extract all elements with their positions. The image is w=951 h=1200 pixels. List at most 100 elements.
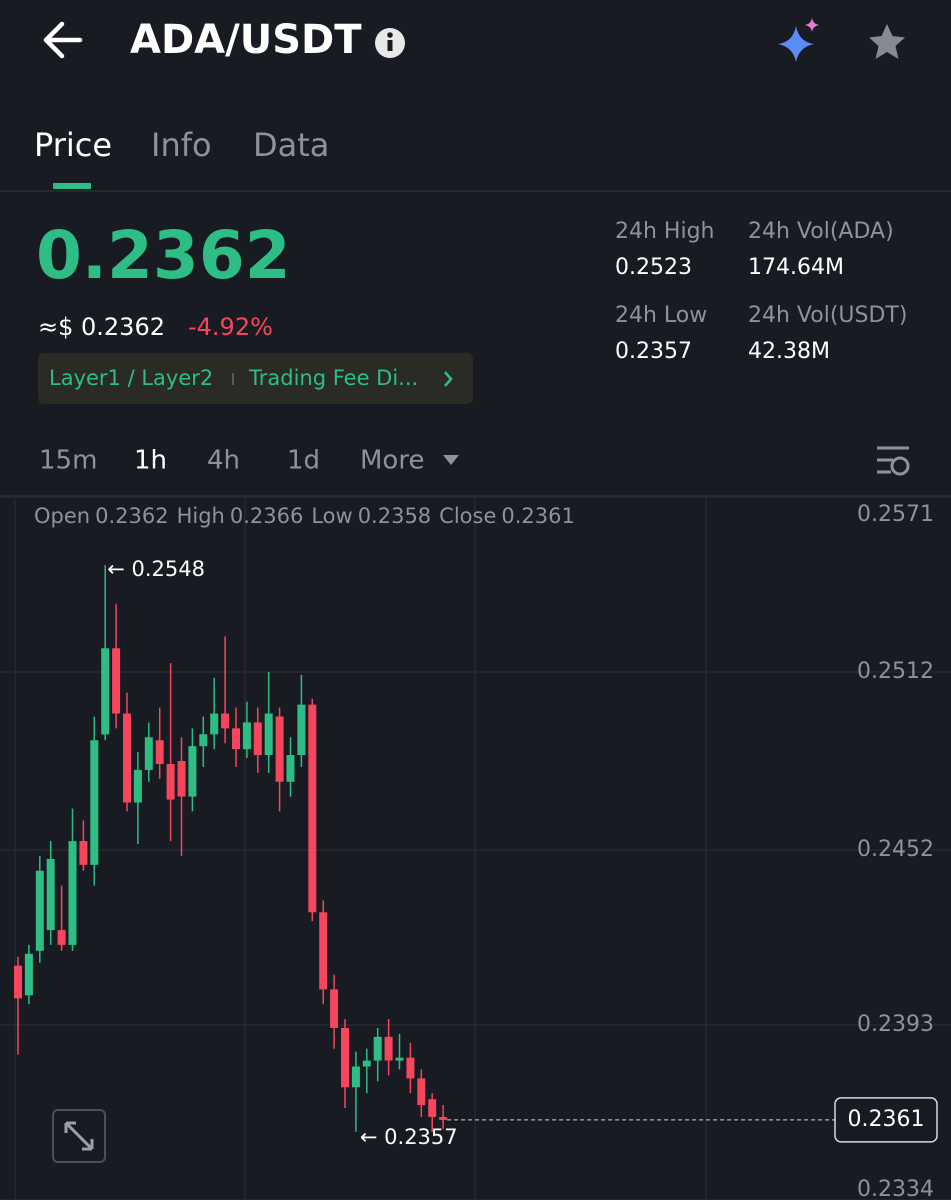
candle-body	[210, 713, 219, 735]
back-arrow	[43, 21, 83, 59]
stat-value: 0.2357	[615, 339, 692, 364]
sparkle-small	[805, 18, 819, 32]
candle-body	[188, 746, 197, 797]
last-price-tag	[834, 1097, 938, 1143]
ohlc-label: High	[177, 504, 225, 528]
candle-body	[35, 870, 44, 951]
candle-body	[123, 713, 131, 803]
tab[interactable]: Info	[151, 126, 212, 164]
back-button[interactable]	[43, 21, 83, 59]
favorite-button[interactable]	[869, 24, 905, 59]
fullscreen-button[interactable]	[52, 1109, 106, 1163]
candle-body	[428, 1099, 437, 1117]
fullscreen-box	[52, 1109, 106, 1163]
candle-body	[351, 1066, 360, 1088]
ohlc-label: Open	[34, 504, 90, 528]
candle-body	[101, 648, 110, 735]
ohlc-label: Close	[439, 504, 496, 528]
candle-body	[112, 648, 121, 714]
candle-body	[57, 930, 66, 945]
sparkle-icon	[778, 26, 814, 62]
candle-body	[253, 722, 262, 756]
candle-body	[330, 989, 339, 1028]
candle-body	[166, 763, 175, 800]
candle-body	[133, 769, 142, 803]
stat-label: 24h Low	[615, 303, 707, 328]
info-button[interactable]	[375, 28, 405, 58]
y-tick-label: 0.2571	[857, 502, 934, 527]
star-icon	[869, 24, 905, 59]
candle-body	[24, 953, 33, 996]
pair-title: ADA/USDT	[130, 17, 362, 63]
candle-body	[341, 1027, 349, 1088]
candle-body	[199, 734, 208, 747]
candle-body	[362, 1060, 371, 1067]
candle-body	[155, 740, 164, 764]
tab[interactable]: Price	[34, 126, 112, 164]
candle-body	[308, 704, 317, 913]
ohlc-value: 0.2366	[230, 504, 303, 528]
stat-label: 24h Vol(USDT)	[748, 303, 907, 328]
tab[interactable]: Data	[253, 126, 329, 164]
candle-body	[373, 1036, 382, 1061]
ohlc-value: 0.2358	[358, 504, 431, 528]
price-change: -4.92%	[188, 313, 273, 341]
candle-body	[144, 737, 153, 770]
stat-value: 42.38M	[748, 339, 830, 364]
candle-body	[395, 1057, 404, 1061]
timeframe[interactable]: 1h	[134, 446, 167, 476]
candle-body	[297, 704, 306, 756]
timeframe[interactable]: More	[360, 446, 424, 476]
candle-body	[232, 728, 240, 750]
candlestick-chart: 0.2571 0.2512 0.2452 0.2393 0.2334 Open 0.2362…	[0, 496, 951, 1200]
y-tick-label: 0.2452	[857, 837, 934, 862]
candle-body	[439, 1116, 448, 1120]
stat-value: 0.2523	[615, 255, 692, 280]
ohlc-label: Low	[311, 504, 352, 528]
candle-body	[417, 1078, 426, 1106]
candle-body	[319, 912, 328, 990]
last-price: 0.2362	[36, 217, 291, 294]
stat-value: 174.64M	[748, 255, 844, 280]
tag-box[interactable]	[38, 353, 473, 404]
high-annotation: ← 0.2548	[107, 557, 205, 581]
info-icon-dot	[387, 32, 393, 38]
stat-label: 24h High	[615, 219, 715, 244]
candle-body	[406, 1057, 415, 1079]
timeframe[interactable]: 15m	[39, 446, 97, 476]
last-price-label: 0.2361	[848, 1107, 925, 1132]
candle-body	[46, 858, 55, 931]
usd-price: ≈$ 0.2362	[38, 313, 165, 341]
ohlc-value: 0.2361	[501, 504, 574, 528]
timeframe[interactable]: 4h	[207, 446, 240, 476]
tab-indicator	[53, 183, 91, 189]
dropdown-caret	[443, 455, 459, 465]
y-tick-label: 0.2512	[857, 659, 934, 684]
candle-body	[221, 713, 230, 729]
candle-body	[264, 713, 273, 756]
candle-body	[14, 965, 22, 999]
settings-gear	[890, 456, 910, 476]
timeframe[interactable]: 1d	[287, 446, 320, 476]
low-annotation: ← 0.2357	[360, 1125, 458, 1149]
y-tick-label: 0.2334	[857, 1177, 934, 1200]
candle-body	[286, 755, 295, 782]
tag: Layer1 / Layer2	[49, 366, 213, 390]
y-tick-label: 0.2393	[857, 1012, 934, 1037]
tag-chevron	[444, 371, 453, 387]
info-icon-stem	[387, 40, 393, 51]
candle-body	[275, 716, 284, 782]
chart-settings-button[interactable]	[877, 446, 910, 476]
candle-body	[384, 1036, 393, 1061]
ai-button[interactable]	[778, 18, 819, 62]
candle-body	[242, 722, 251, 750]
candle-body	[90, 740, 99, 865]
fullscreen-icon	[64, 1121, 94, 1151]
tag: Trading Fee Di...	[248, 366, 418, 390]
candle-body	[68, 841, 77, 945]
stat-label: 24h Vol(ADA)	[748, 219, 894, 244]
ohlc-value: 0.2362	[95, 504, 168, 528]
candle-body	[177, 760, 186, 797]
